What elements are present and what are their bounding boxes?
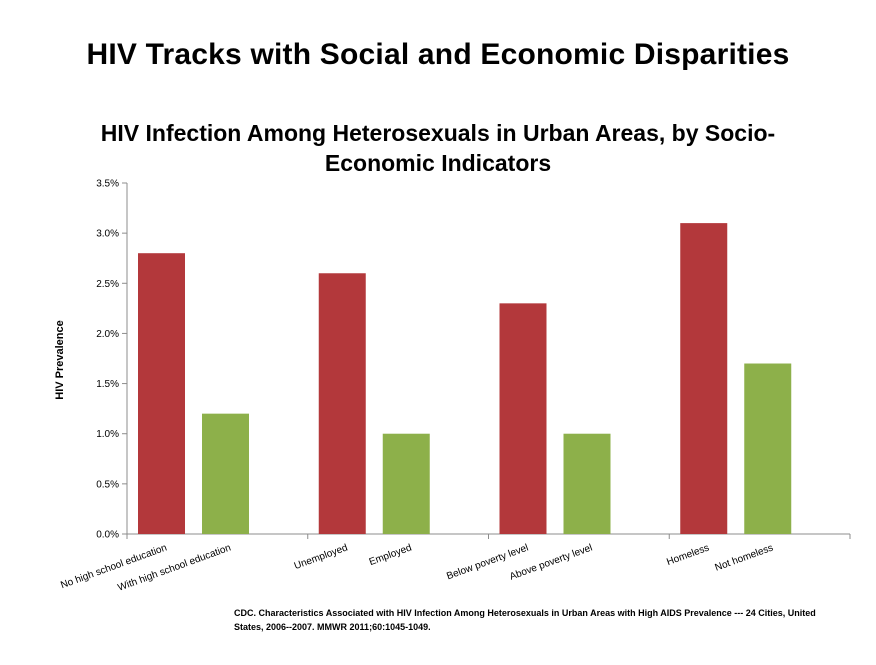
- bar: [138, 253, 185, 534]
- bar: [202, 413, 249, 534]
- bar: [680, 223, 728, 534]
- chart-title: HIV Infection Among Heterosexuals in Urb…: [80, 118, 796, 178]
- x-tick-label: With high school education: [116, 542, 232, 593]
- source-line-1: CDC. Characteristics Associated with HIV…: [234, 608, 816, 618]
- y-tick-label: 2.0%: [96, 329, 119, 340]
- x-tick-label: Homeless: [665, 542, 711, 568]
- bar: [563, 433, 611, 534]
- bar: [744, 363, 792, 534]
- bar: [499, 303, 547, 534]
- bar: [318, 273, 366, 534]
- y-axis-label: HIV Prevalence: [54, 320, 66, 400]
- x-tick-label: Not homeless: [714, 542, 775, 573]
- y-tick-label: 0.5%: [96, 479, 119, 490]
- y-tick-label: 3.0%: [96, 229, 119, 240]
- x-tick-label: Employed: [368, 542, 414, 568]
- y-tick-label: 1.0%: [96, 429, 119, 440]
- y-tick-label: 0.0%: [96, 530, 119, 541]
- x-tick-label: Unemployed: [293, 542, 350, 572]
- x-tick-label: No high school education: [59, 542, 168, 591]
- source-line-2: States, 2006--2007. MMWR 2011;60:1045-10…: [234, 622, 431, 632]
- chart-title-line-2: Economic Indicators: [324, 150, 552, 176]
- bar: [382, 433, 430, 534]
- y-tick-label: 1.5%: [96, 379, 119, 390]
- y-tick-label: 3.5%: [96, 179, 119, 190]
- chart-title-line-1: HIV Infection Among Heterosexuals in Urb…: [100, 120, 776, 146]
- slide-title: HIV Tracks with Social and Economic Disp…: [86, 38, 790, 71]
- y-tick-label: 2.5%: [96, 279, 119, 290]
- source-citation: CDC. Characteristics Associated with HIV…: [234, 606, 844, 634]
